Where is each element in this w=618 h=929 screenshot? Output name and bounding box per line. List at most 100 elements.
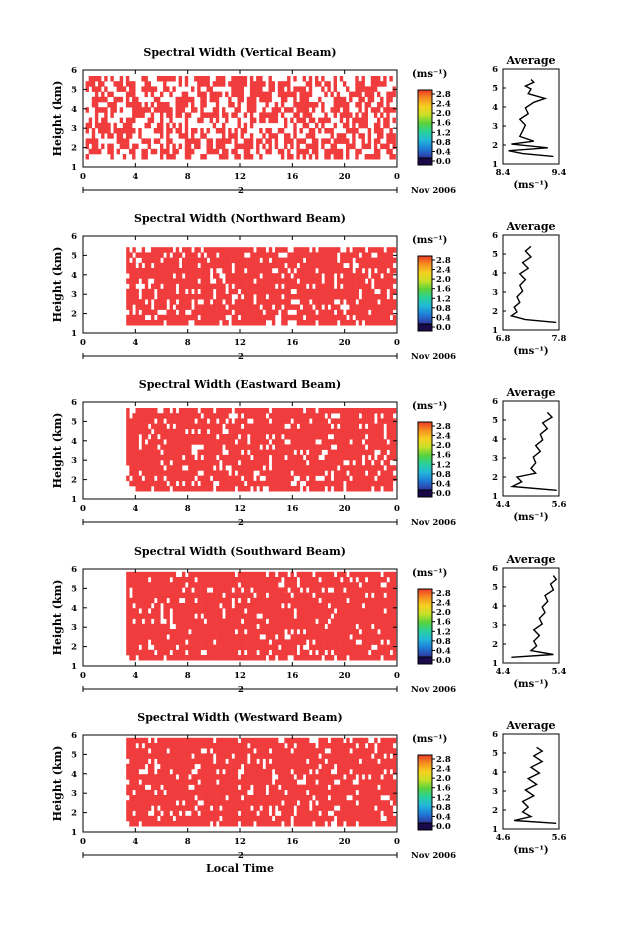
heatmap-cell	[247, 577, 251, 583]
heatmap-cell	[389, 288, 394, 295]
heatmap-cell	[281, 247, 285, 253]
heatmap-cell	[216, 460, 220, 466]
heatmap-cell	[324, 423, 328, 430]
heatmap-cell	[126, 774, 130, 780]
heatmap-cell	[250, 460, 254, 466]
colorbar-tick-label: 2.0	[436, 109, 451, 119]
heatmap-cell	[151, 444, 155, 450]
heatmap-cell	[247, 571, 251, 578]
heatmap-cell	[383, 283, 387, 290]
heatmap-cell	[296, 257, 301, 264]
y-tick-label: 3	[71, 623, 77, 633]
heatmap-cell	[169, 107, 173, 113]
heatmap-cell	[355, 571, 359, 578]
heatmap-cell	[135, 278, 139, 284]
heatmap-cell	[262, 81, 266, 87]
heatmap-cell	[306, 623, 310, 630]
heatmap-cell	[253, 587, 257, 593]
heatmap-cell	[296, 618, 301, 625]
heatmap-cell	[330, 465, 335, 471]
heatmap-cell	[373, 148, 378, 155]
heatmap-cell	[275, 613, 279, 619]
heatmap-cell	[259, 299, 263, 305]
average-y-tick-label: 6	[492, 65, 498, 75]
heatmap-cell	[352, 608, 356, 614]
heatmap-cell	[321, 423, 325, 430]
heatmap-cell	[147, 649, 152, 656]
heatmap-cell	[346, 454, 350, 461]
heatmap-cell	[377, 434, 381, 440]
heatmap-cell	[305, 91, 310, 98]
heatmap-cell	[94, 138, 99, 144]
heatmap-cell	[151, 763, 155, 770]
heatmap-cell	[244, 320, 248, 326]
heatmap-cell	[200, 102, 204, 108]
heatmap-cell	[349, 268, 353, 274]
heatmap-cell	[240, 133, 244, 139]
heatmap-cell	[380, 449, 384, 456]
heatmap-cell	[352, 288, 356, 295]
heatmap-cell	[126, 597, 130, 604]
heatmap-cell	[380, 247, 384, 253]
average-y-tick-label: 3	[492, 288, 498, 298]
heatmap-cell	[228, 460, 232, 466]
heatmap-cell	[94, 86, 99, 92]
heatmap-cell	[364, 608, 369, 614]
heatmap-cell	[299, 428, 304, 435]
heatmap-cell	[377, 465, 381, 471]
heatmap-cell	[358, 454, 363, 461]
heatmap-cell	[138, 789, 142, 796]
heatmap-cell	[250, 449, 254, 456]
heatmap-cell	[175, 428, 180, 435]
heatmap-cell	[151, 423, 155, 430]
heatmap-cell	[209, 618, 214, 625]
heatmap-cell	[311, 128, 316, 134]
heatmap-cell	[253, 434, 257, 440]
heatmap-cell	[231, 582, 235, 588]
heatmap-cell	[147, 418, 152, 424]
heatmap-cell	[185, 644, 189, 651]
rainbow-colorbar	[417, 255, 433, 332]
heatmap-cell	[125, 128, 130, 134]
heatmap-cell	[160, 779, 164, 785]
heatmap-cell	[175, 444, 180, 450]
heatmap-cell	[392, 444, 397, 450]
heatmap-cell	[380, 623, 384, 630]
heatmap-cell	[339, 76, 344, 82]
heatmap-cell	[169, 309, 173, 316]
heatmap-cell	[209, 247, 214, 253]
heatmap-cell	[231, 444, 235, 450]
heatmap-cell	[349, 618, 353, 625]
heatmap-cell	[175, 810, 180, 817]
heatmap-cell	[321, 592, 325, 599]
heatmap-cell	[368, 408, 372, 414]
heatmap-cell	[172, 314, 177, 321]
heatmap-cell	[169, 428, 173, 435]
heatmap-cell	[275, 608, 279, 614]
heatmap-cell	[197, 592, 201, 599]
heatmap-cell	[299, 597, 304, 604]
heatmap-cell	[247, 288, 251, 295]
heatmap-cell	[243, 76, 248, 82]
heatmap-cell	[206, 81, 210, 87]
colorbar-bottom-cell	[417, 323, 433, 332]
heatmap-cell	[91, 76, 96, 82]
heatmap-cell	[324, 618, 328, 625]
heatmap-cell	[197, 587, 201, 593]
heatmap-cell	[126, 439, 130, 445]
heatmap-cell	[247, 480, 251, 487]
heatmap-cell	[141, 795, 146, 801]
heatmap-cell	[342, 102, 347, 108]
heatmap-cell	[206, 314, 211, 321]
heatmap-cell	[389, 449, 394, 456]
heatmap-cell	[206, 434, 211, 440]
heatmap-cell	[85, 81, 89, 87]
heatmap-cell	[206, 112, 210, 118]
heatmap-cell	[284, 434, 288, 440]
heatmap-cell	[265, 257, 270, 264]
heatmap-cell	[309, 314, 313, 321]
heatmap-cell	[389, 91, 393, 98]
heatmap-cell	[213, 460, 217, 466]
heatmap-cell	[228, 577, 232, 583]
heatmap-cell	[312, 597, 316, 604]
